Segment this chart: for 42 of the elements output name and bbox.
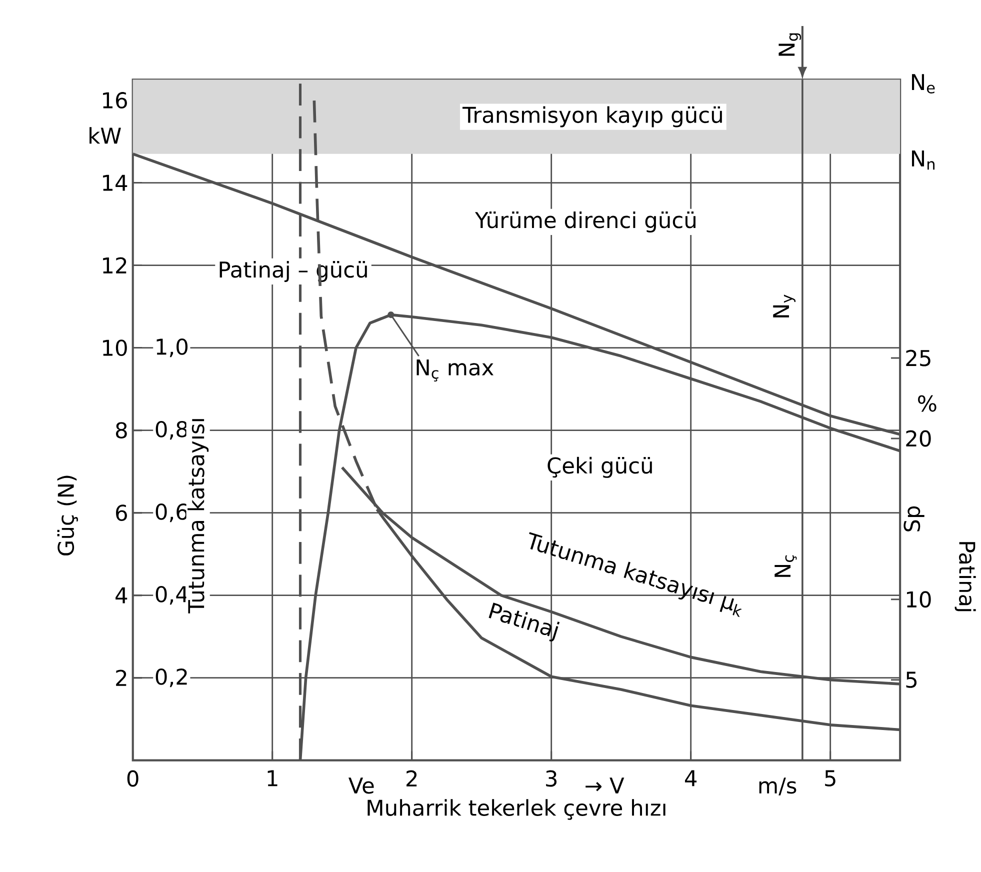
band-label: Transmisyon kayıp gücü [462, 106, 722, 128]
y-tick-label: 10 [103, 340, 127, 356]
y3-axis-title: Patinaj [954, 542, 976, 612]
y-tick-label: 14 [103, 174, 128, 191]
annotation: N$_{ç}$ max [416, 359, 494, 382]
y2-tick-label: 0,2 [156, 668, 187, 688]
y3-tick-label: 25 [906, 350, 930, 366]
y3-tick-label: 20 [906, 430, 931, 447]
text: N$_{e}$ [912, 74, 935, 94]
y-tick-label: 4 [116, 587, 128, 604]
y2-tick-label: 0,8 [156, 420, 188, 440]
y3-tick-label: 10 [906, 591, 931, 608]
y2-tick-label: 1,0 [156, 338, 188, 358]
x-tick-label: 5 [825, 770, 836, 786]
y-tick-label: 16 [103, 92, 127, 108]
text: % [918, 395, 936, 412]
text: kW [90, 127, 121, 144]
x-axis-title: Muharrik tekerlek çevre hızı [368, 799, 666, 820]
x-tick-label: 4 [684, 770, 697, 786]
x-tick-label: 1 [268, 770, 278, 786]
y2-axis-title: Tutunma katsayısı [188, 419, 209, 614]
x-tick-label: 2 [406, 770, 417, 786]
text: m/s [759, 778, 796, 796]
annotation: N$_{ç}$ [774, 555, 797, 577]
annotation: Çeki gücü [548, 456, 652, 478]
y2-tick-label: 0,4 [156, 586, 188, 605]
y-tick-label: 12 [103, 257, 126, 274]
y-tick-label: 2 [116, 670, 126, 686]
y-axis-title: Güç (N) [57, 476, 78, 556]
text: Ve [348, 778, 374, 794]
text: Sp [904, 506, 924, 532]
text: → V [586, 778, 624, 794]
annotation: Yürüme direnci gücü [474, 211, 696, 232]
text: N$_{n}$ [912, 150, 934, 170]
y2-tick-label: 0,6 [156, 503, 188, 522]
x-tick-label: 0 [127, 770, 138, 787]
x-tick-label: 3 [546, 770, 557, 787]
annotation: N$_{y}$ [773, 294, 796, 318]
y-tick-label: 8 [116, 422, 127, 439]
ref-line-label: N$_{g}$ [778, 33, 802, 56]
y-tick-label: 6 [116, 504, 127, 522]
y3-tick-label: 5 [906, 672, 917, 688]
